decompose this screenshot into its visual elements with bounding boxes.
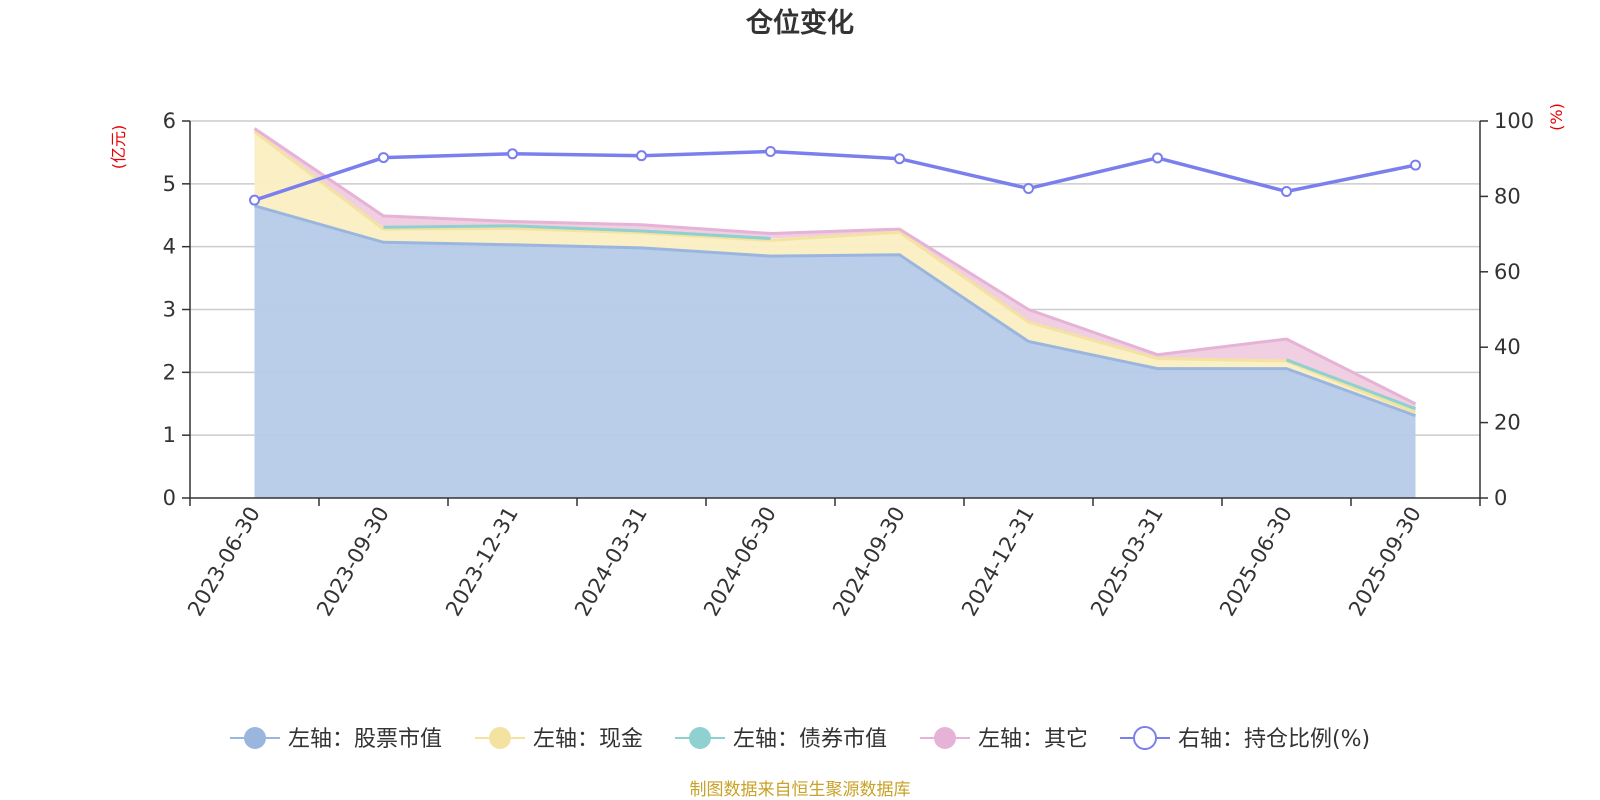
- left-tick-label: 4: [163, 235, 176, 259]
- ratio-point: [507, 148, 518, 160]
- legend-label: 右轴：持仓比例(%): [1178, 727, 1370, 752]
- right-tick-label: 0: [1494, 486, 1507, 510]
- right-tick-label: 80: [1494, 184, 1521, 208]
- left-tick-label: 0: [163, 486, 176, 510]
- area-edge-左轴：债券市值: [1285, 358, 1417, 411]
- legend-item: 左轴：现金: [475, 727, 643, 752]
- x-tick-label: 2025-09-30: [1344, 503, 1426, 621]
- left-tick-label: 3: [163, 298, 176, 322]
- ratio-point: [249, 194, 260, 206]
- legend-marker-icon: [489, 727, 511, 749]
- ratio-point: [1152, 152, 1163, 164]
- ratio-line: [253, 149, 1416, 202]
- ratio-point: [1281, 185, 1292, 197]
- ratio-point: [765, 146, 776, 158]
- ratio-line-series: [249, 146, 1421, 206]
- x-axis-ticks: 2023-06-30 2023-09-30 2023-12-31 2024-03-31…: [183, 498, 1481, 621]
- legend-label: 左轴：债券市值: [733, 727, 887, 752]
- legend-marker-icon: [689, 727, 711, 749]
- area-edge-左轴：其它: [253, 127, 1417, 406]
- area-edge-左轴：现金: [253, 130, 1417, 414]
- ratio-point: [636, 150, 647, 162]
- legend-marker-icon: [244, 727, 266, 749]
- right-tick-label: 20: [1494, 411, 1521, 435]
- legend-item: 右轴：持仓比例(%): [1120, 726, 1370, 752]
- ratio-point: [894, 153, 905, 165]
- legend-label: 左轴：股票市值: [288, 727, 442, 752]
- legend-marker-icon: [934, 727, 956, 749]
- area-edge-左轴：债券市值: [383, 224, 771, 240]
- left-axis-unit: (亿元): [109, 125, 128, 170]
- ratio-point: [1023, 182, 1034, 194]
- x-tick-label: 2024-06-30: [699, 503, 781, 621]
- area-edges: [253, 127, 1417, 418]
- left-tick-label: 2: [163, 360, 176, 384]
- x-tick-label: 2025-03-31: [1086, 503, 1168, 621]
- legend-label: 左轴：现金: [533, 727, 643, 752]
- x-tick-label: 2023-12-31: [441, 503, 523, 621]
- legend-marker-icon: [1133, 726, 1157, 750]
- left-tick-label: 5: [163, 172, 176, 196]
- x-tick-label: 2024-03-31: [570, 503, 652, 621]
- area-edge-左轴：股票市值: [254, 204, 1417, 418]
- right-tick-label: 60: [1494, 260, 1521, 284]
- right-axis-unit: (%): [1547, 103, 1566, 131]
- right-axis-ticks: 0 20 40 60 80 100: [1480, 109, 1534, 510]
- right-tick-label: 40: [1494, 335, 1521, 359]
- chart-title: 仓位变化: [745, 7, 854, 39]
- ratio-point: [378, 152, 389, 164]
- legend-item: 左轴：其它: [920, 727, 1088, 752]
- left-axis-ticks: 0 1 2 3 4 5 6: [163, 109, 190, 510]
- x-tick-label: 2023-06-30: [183, 503, 265, 621]
- ratio-point: [1410, 159, 1421, 171]
- x-tick-label: 2023-09-30: [312, 503, 394, 621]
- x-tick-label: 2024-09-30: [828, 503, 910, 621]
- legend: 左轴：股票市值 左轴：现金 左轴：债券市值 左轴：其它 右轴：持仓比例(%): [230, 726, 1370, 752]
- data-source-note: 制图数据来自恒生聚源数据库: [690, 780, 911, 800]
- left-tick-label: 6: [163, 109, 176, 133]
- legend-label: 左轴：其它: [978, 727, 1088, 752]
- legend-item: 左轴：股票市值: [230, 727, 442, 752]
- x-tick-label: 2025-06-30: [1215, 503, 1297, 621]
- area-左轴：股票市值: [254, 205, 1416, 499]
- left-tick-label: 1: [163, 423, 176, 447]
- right-tick-label: 100: [1494, 109, 1534, 133]
- legend-item: 左轴：债券市值: [675, 727, 887, 752]
- x-tick-label: 2024-12-31: [957, 503, 1039, 621]
